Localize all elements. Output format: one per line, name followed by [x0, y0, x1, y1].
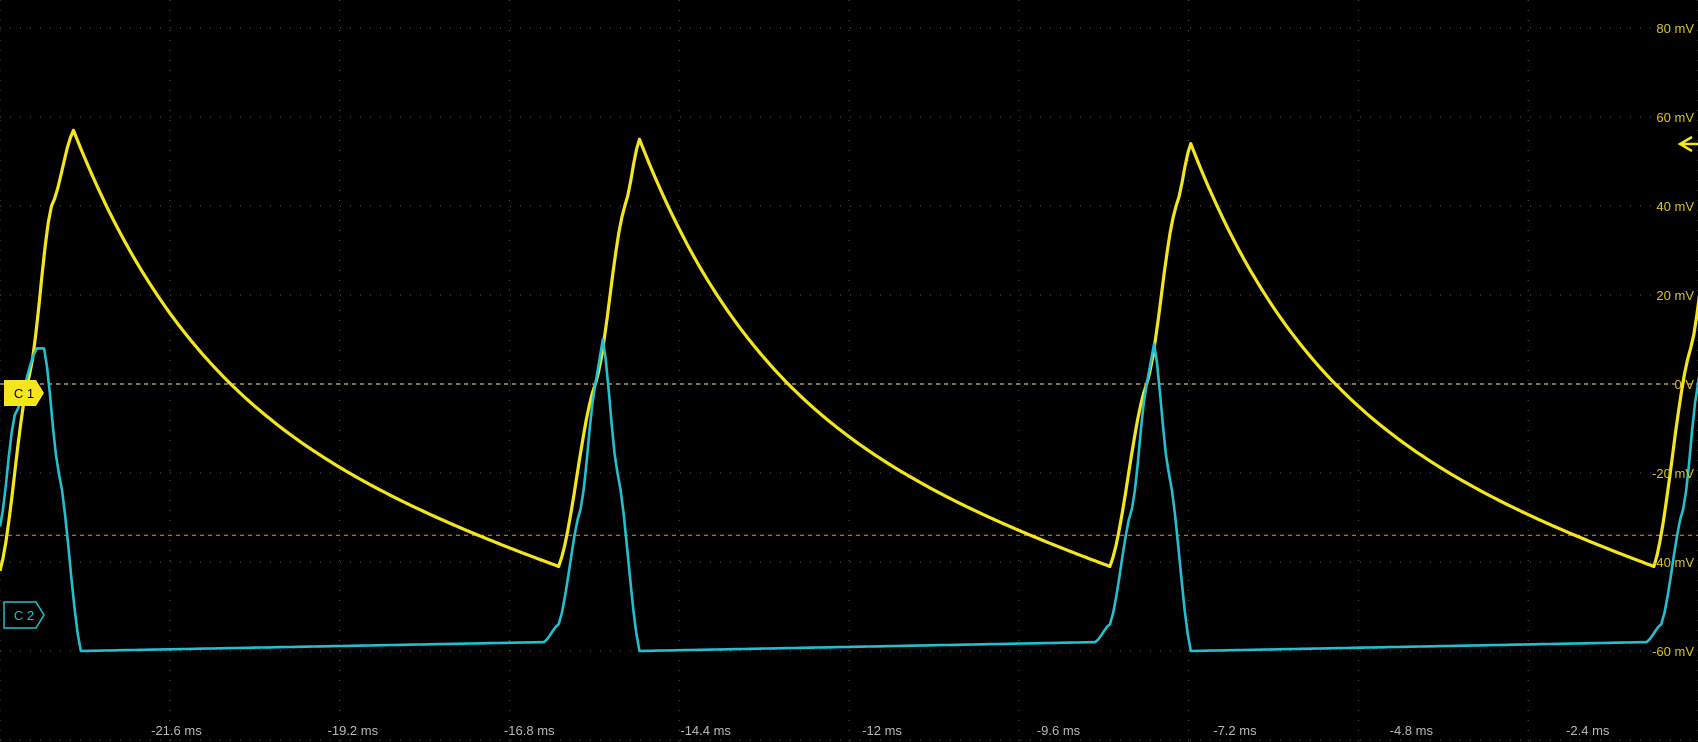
x-tick-label: -4.8 ms — [1390, 723, 1434, 738]
x-tick-label: -16.8 ms — [504, 723, 555, 738]
c2-marker-label: C 2 — [14, 608, 34, 623]
y-tick-label: -40 mV — [1652, 555, 1694, 570]
y-tick-label: 20 mV — [1656, 288, 1694, 303]
trigger-level-arrow[interactable] — [1680, 137, 1698, 151]
x-tick-label: -19.2 ms — [328, 723, 379, 738]
y-tick-label: -20 mV — [1652, 466, 1694, 481]
c2-marker[interactable]: C 2 — [4, 602, 44, 628]
y-axis-labels: 80 mV 60 mV 40 mV 20 mV 0 V -20 mV -40 mV -60 m… — [1652, 21, 1694, 659]
x-axis-labels: -21.6 ms -19.2 ms -16.8 ms -14.4 ms -12 ms -9… — [151, 723, 1610, 738]
x-tick-label: -12 ms — [862, 723, 902, 738]
x-tick-label: -2.4 ms — [1566, 723, 1610, 738]
y-tick-label: 80 mV — [1656, 21, 1694, 36]
y-tick-label: 40 mV — [1656, 199, 1694, 214]
c1-marker[interactable]: C 1 — [4, 380, 44, 406]
y-tick-label: 0 V — [1674, 377, 1694, 392]
x-tick-label: -14.4 ms — [680, 723, 731, 738]
y-tick-label: -60 mV — [1652, 644, 1694, 659]
c2-waveform — [0, 335, 1698, 651]
channel-markers: C 1 C 2 — [4, 137, 1698, 628]
x-tick-label: -9.6 ms — [1037, 723, 1081, 738]
x-tick-label: -7.2 ms — [1213, 723, 1257, 738]
c1-marker-label: C 1 — [14, 386, 34, 401]
y-tick-label: 60 mV — [1656, 110, 1694, 125]
x-tick-label: -21.6 ms — [151, 723, 202, 738]
